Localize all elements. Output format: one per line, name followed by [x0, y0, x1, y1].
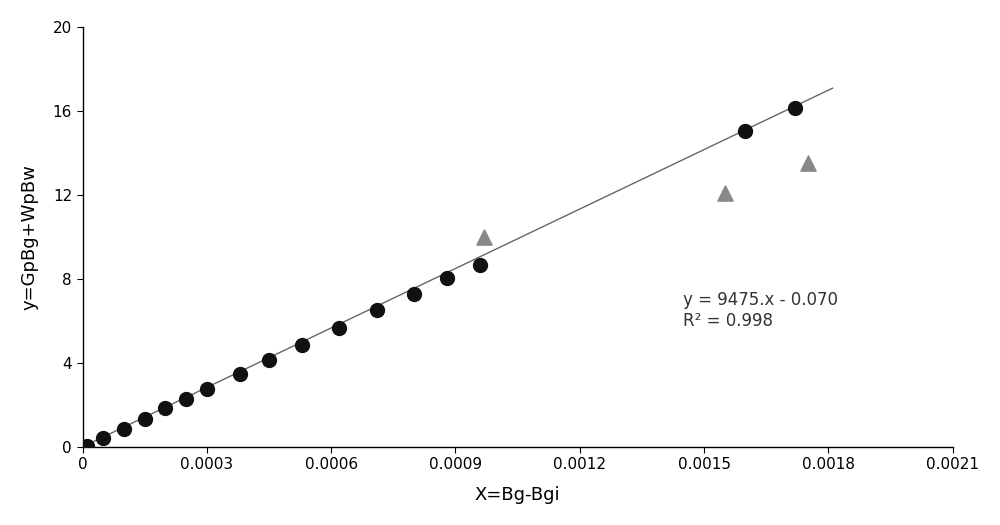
Point	[369, 306, 385, 314]
Point	[157, 404, 173, 412]
Point	[331, 324, 347, 332]
Point	[294, 341, 310, 349]
Point	[116, 425, 132, 433]
Y-axis label: y=GpBg+WpBw: y=GpBg+WpBw	[21, 164, 39, 310]
Point	[79, 442, 95, 450]
Point	[439, 274, 455, 282]
X-axis label: X=Bg-Bgi: X=Bg-Bgi	[475, 486, 560, 504]
Point	[476, 233, 492, 241]
Point	[472, 261, 488, 269]
Point	[800, 159, 816, 167]
Text: y = 9475.x - 0.070
R² = 0.998: y = 9475.x - 0.070 R² = 0.998	[683, 291, 838, 330]
Point	[178, 394, 194, 403]
Point	[199, 385, 215, 393]
Point	[261, 355, 277, 364]
Point	[737, 127, 753, 135]
Point	[232, 370, 248, 379]
Point	[787, 103, 803, 112]
Point	[137, 414, 153, 423]
Point	[717, 188, 733, 197]
Point	[95, 434, 111, 443]
Point	[406, 289, 422, 298]
